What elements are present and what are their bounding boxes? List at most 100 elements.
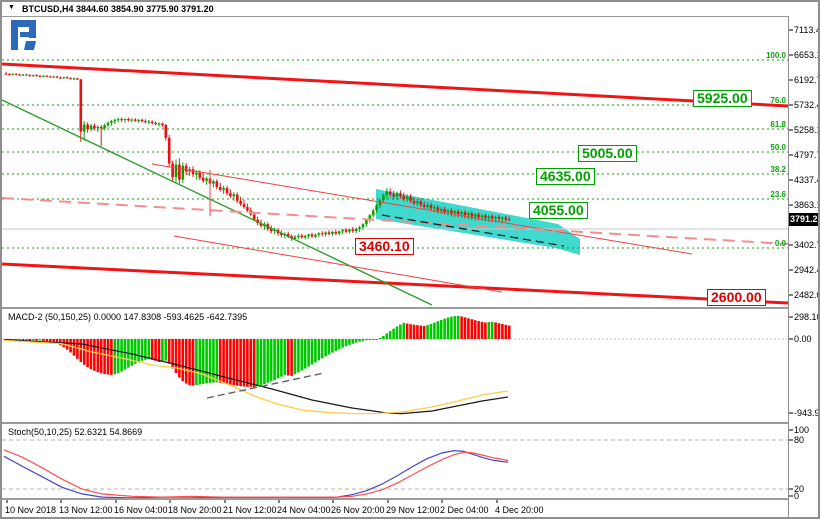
candle-body (300, 235, 304, 238)
candle-body (490, 216, 494, 219)
macd-histogram-bar (48, 339, 52, 342)
macd-histogram-bar (157, 339, 161, 363)
macd-histogram-bar (266, 339, 270, 383)
candle-body (181, 165, 185, 180)
channel-bottom-thin[interactable] (173, 235, 503, 293)
candle-body (161, 123, 164, 126)
candle-body (130, 119, 134, 121)
macd-histogram-bar (55, 339, 59, 344)
candle-body (504, 217, 508, 220)
candle-body (198, 172, 202, 178)
candle-body (184, 165, 188, 172)
macd-histogram-bar (225, 339, 229, 385)
old-trend-dashed[interactable] (2, 197, 789, 245)
stoch-axis-label: 20 (794, 484, 805, 494)
macd-histogram-bar (103, 339, 106, 375)
candle-body (385, 191, 389, 196)
time-axis-label: 2 Dec 04:00 (440, 505, 489, 515)
macd-histogram-bar (38, 339, 42, 341)
macd-histogram-bar (42, 339, 45, 341)
fib-level-label[interactable]: 23.6 (770, 190, 786, 199)
macd-histogram-bar (307, 339, 310, 367)
candle-body (473, 214, 477, 217)
macd-panel-separator[interactable] (2, 307, 788, 309)
fib-level-label[interactable]: 50.0 (770, 143, 786, 152)
fib-level-label[interactable]: 0.0 (774, 239, 786, 248)
price-axis-label: 3863.10 (794, 200, 818, 210)
macd-histogram-bar (453, 316, 457, 339)
price-callout-3460-10[interactable]: 3460.10 (355, 238, 414, 255)
fib-level-label[interactable]: 100.0 (765, 51, 786, 60)
candle-body (412, 200, 416, 204)
macd-histogram-bar (426, 325, 429, 339)
candle-body (76, 78, 79, 80)
candle-body (331, 231, 334, 234)
candle-body (201, 177, 205, 181)
macd-histogram-bar (239, 339, 242, 387)
macd-histogram-bar (65, 339, 69, 350)
candle-body (45, 75, 49, 77)
macd-histogram-bar (463, 317, 467, 339)
fib-level-label[interactable]: 61.8 (770, 120, 786, 129)
candle-body (8, 74, 11, 76)
price-callout-5005-00[interactable]: 5005.00 (578, 145, 637, 162)
macd-histogram-bar (147, 339, 151, 360)
macd-histogram-bar (450, 316, 453, 339)
candle-body (470, 213, 474, 217)
channel-top-thin[interactable] (151, 163, 693, 255)
macd-histogram-bar (348, 339, 351, 345)
stoch-k-line (3, 449, 509, 499)
candle-body (484, 215, 487, 218)
candle-body (429, 205, 433, 209)
candle-body (453, 211, 457, 214)
stoch-panel-separator[interactable] (2, 422, 788, 424)
macd-histogram-bar (276, 339, 280, 379)
macd-histogram-bar (116, 339, 120, 374)
macd-histogram-bar (314, 339, 317, 363)
stoch-d-line (3, 449, 509, 498)
fib-level-label[interactable]: 38.2 (770, 165, 786, 174)
macd-trendline[interactable] (206, 372, 325, 399)
price-callout-4635-00[interactable]: 4635.00 (536, 168, 595, 185)
candle-body (361, 224, 365, 228)
macd-histogram-bar (297, 339, 300, 373)
channel-mid-dashed[interactable] (381, 214, 565, 247)
macd-histogram-bar (242, 339, 246, 387)
candle-body (269, 228, 273, 232)
candle-body (494, 217, 497, 219)
candle-body (501, 217, 504, 219)
green-trendline[interactable] (2, 99, 433, 306)
macd-histogram-bar (310, 339, 314, 365)
macd-histogram-bar (341, 339, 344, 348)
macd-histogram-bar (252, 339, 256, 388)
macd-histogram-bar (280, 339, 283, 377)
support-thick-bottom[interactable] (2, 262, 789, 305)
candle-body (72, 78, 76, 80)
stoch-axis-label: 0 (794, 491, 800, 501)
macd-histogram-bar (422, 325, 426, 339)
macd-histogram-bar (256, 339, 259, 387)
price-callout-5925-00[interactable]: 5925.00 (693, 90, 752, 107)
chart-menu-dropdown-icon[interactable]: ▼ (8, 4, 15, 11)
candle-body (123, 119, 127, 121)
price-callout-2600-00[interactable]: 2600.00 (707, 289, 766, 306)
candle-body (463, 212, 467, 216)
macd-histogram-bar (402, 322, 406, 339)
candle-body (212, 181, 215, 184)
candle-body (62, 77, 66, 79)
macd-histogram-bar (497, 323, 501, 339)
macd-histogram-bar (351, 339, 355, 344)
candle-body (96, 126, 100, 129)
resistance-thick-top[interactable] (2, 62, 789, 108)
candle-body (140, 119, 144, 122)
candle-body (507, 219, 511, 221)
price-callout-4055-00[interactable]: 4055.00 (529, 202, 588, 219)
candle-body (69, 78, 72, 80)
macd-histogram-bar (137, 339, 140, 363)
candle-body (416, 201, 419, 204)
macd-histogram-bar (188, 339, 191, 386)
chart-title-bar[interactable]: ▼ BTCUSD,H4 3844.60 3854.90 3775.90 3791… (2, 2, 788, 17)
macd-histogram-bar (93, 339, 96, 371)
fib-level-label[interactable]: 76.0 (770, 96, 786, 105)
macd-histogram-bar (331, 339, 334, 353)
